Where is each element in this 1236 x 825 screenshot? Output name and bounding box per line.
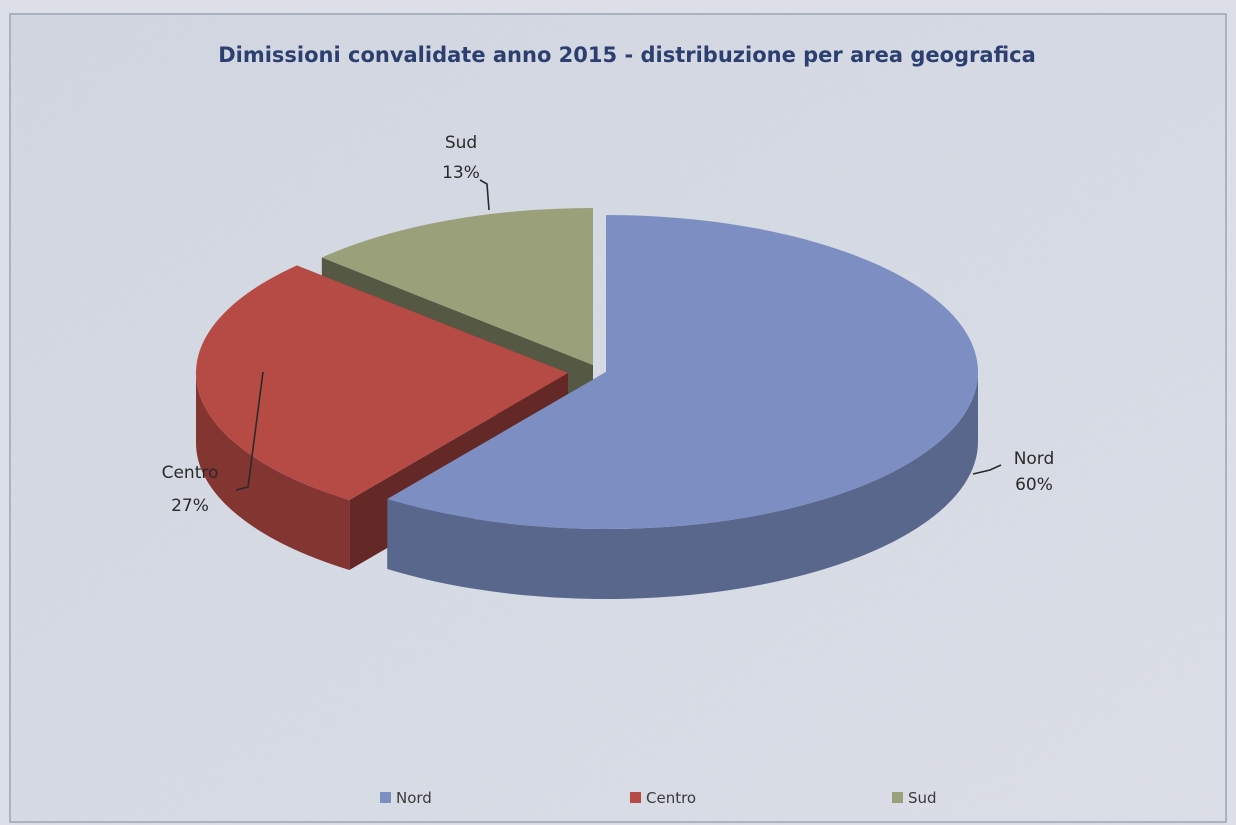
legend-label-centro: Centro — [646, 789, 696, 807]
slice-sud-top — [321, 208, 593, 365]
leader-lines — [235, 179, 1002, 491]
legend-label-sud: Sud — [908, 789, 937, 807]
legend-swatch-centro — [630, 792, 641, 803]
leader-line-centro — [235, 371, 264, 491]
label-sud-value: 13% — [442, 163, 480, 183]
label-nord-name: Nord — [1014, 449, 1055, 469]
pie-slices — [195, 208, 978, 600]
legend: Nord Centro Sud — [380, 789, 937, 807]
slice-centro-top — [195, 265, 568, 501]
slice-nord-top — [387, 215, 978, 529]
label-sud-name: Sud — [445, 133, 477, 153]
slice-nord-rim-0 — [387, 372, 978, 600]
label-centro-name: Centro — [162, 463, 219, 483]
slice-centro-rim-0 — [195, 373, 350, 571]
legend-swatch-nord — [380, 792, 391, 803]
leader-line-nord — [972, 464, 1002, 475]
label-centro-value: 27% — [171, 496, 209, 516]
label-nord-value: 60% — [1015, 475, 1053, 495]
legend-label-nord: Nord — [396, 789, 432, 807]
legend-swatch-sud — [892, 792, 903, 803]
slice-nord — [387, 215, 978, 600]
leader-line-sud — [479, 179, 490, 211]
chart-title: Dimissioni convalidate anno 2015 - distr… — [218, 43, 1036, 67]
